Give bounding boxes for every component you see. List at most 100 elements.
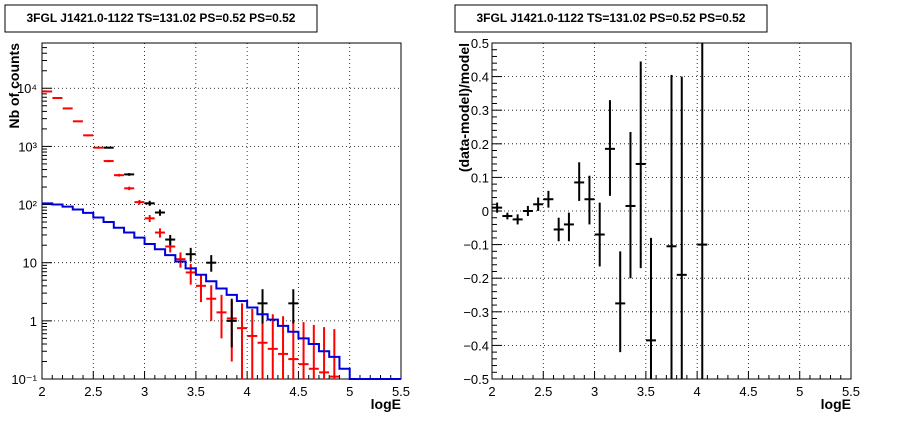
data-point xyxy=(615,251,626,353)
title-box xyxy=(4,4,318,33)
data-point xyxy=(124,186,135,191)
y-axis-label: Nb of counts xyxy=(6,43,22,129)
data-point xyxy=(319,327,330,379)
y-tick-label: 0 xyxy=(482,204,489,219)
y-axis-label: (data-model)/model xyxy=(456,43,472,172)
y-tick-label: −0.5 xyxy=(463,372,489,387)
data-point xyxy=(288,319,299,379)
data-point xyxy=(42,90,53,93)
series-1 xyxy=(103,146,299,348)
x-axis-label: logE xyxy=(821,396,851,412)
data-point xyxy=(103,159,114,163)
data-point xyxy=(329,329,340,379)
data-point xyxy=(154,209,165,216)
x-tick-label: 4 xyxy=(244,384,251,399)
y-tick-label: 10² xyxy=(18,198,37,213)
data-point xyxy=(165,234,176,246)
residuals-panel: 2 2.5 3 3.5 4 4.5 5 5.5 −0.5 −0.4 −0.3 −0.2 −0.1 0 0.1… xyxy=(454,4,860,412)
x-tick-label: 3.5 xyxy=(637,384,655,399)
plot-frame xyxy=(41,42,402,380)
data-point xyxy=(237,303,248,379)
x-tick-label: 2 xyxy=(488,384,495,399)
x-tick-label: 4.5 xyxy=(289,384,307,399)
data-point xyxy=(604,100,615,196)
x-tick-label: 4 xyxy=(694,384,701,399)
y-tick-label: 0.3 xyxy=(471,103,489,118)
data-point xyxy=(522,205,533,217)
y-tick-label: 1 xyxy=(30,314,37,329)
x-tick-label: 2 xyxy=(38,384,45,399)
data-point xyxy=(93,146,104,149)
data-point xyxy=(185,247,196,262)
model-step-line xyxy=(42,202,401,380)
data-point xyxy=(553,217,564,242)
chart-title: 3FGL J1421.0-1122 TS=131.02 PS=0.52 PS=0… xyxy=(477,11,746,25)
data-point xyxy=(144,215,155,223)
x-tick-label: 5 xyxy=(796,384,803,399)
data-point xyxy=(226,298,237,348)
data-point xyxy=(502,212,513,220)
data-point xyxy=(113,173,124,177)
data-point xyxy=(645,237,656,379)
x-tick-label: 5.5 xyxy=(392,384,410,399)
y-tick-label: 10³ xyxy=(18,139,37,154)
data-point xyxy=(288,289,299,324)
data-point xyxy=(625,132,636,279)
y-tick-label: −0.2 xyxy=(463,271,489,286)
y-tick-label: 10⁻¹ xyxy=(11,372,37,387)
x-tick-label: 2.5 xyxy=(534,384,552,399)
x-axis-label: logE xyxy=(371,396,401,412)
x-tick-label: 2.5 xyxy=(84,384,102,399)
data-point xyxy=(247,308,258,379)
data-point xyxy=(52,96,63,99)
data-point xyxy=(563,212,574,242)
series-0 xyxy=(492,43,708,379)
x-tick-label: 4.5 xyxy=(739,384,757,399)
data-point xyxy=(298,322,309,379)
y-tick-label: 0.4 xyxy=(471,70,489,85)
data-point xyxy=(697,43,708,379)
y-tick-label: 0.1 xyxy=(471,170,489,185)
y-tick-label: −0.3 xyxy=(463,305,489,320)
data-point xyxy=(216,294,227,339)
data-point xyxy=(666,74,677,379)
data-point xyxy=(83,134,94,137)
data-point xyxy=(134,199,145,205)
series-2 xyxy=(42,202,401,380)
chart-title: 3FGL J1421.0-1122 TS=131.02 PS=0.52 PS=0… xyxy=(27,11,296,25)
data-point xyxy=(195,274,206,303)
data-point xyxy=(257,289,268,324)
y-tick-label: −0.1 xyxy=(463,238,489,253)
x-tick-label: 5.5 xyxy=(842,384,860,399)
data-point xyxy=(543,190,554,208)
data-point xyxy=(512,214,523,225)
x-tick-label: 3 xyxy=(141,384,148,399)
data-point xyxy=(124,173,135,176)
data-point xyxy=(175,252,186,268)
counts-panel: 2 2.5 3 3.5 4 4.5 5 5.5 10⁻¹ 1 10 10² 10³ 10⁴ logE Nb o… xyxy=(4,4,410,412)
title-box xyxy=(454,4,768,33)
data-point xyxy=(635,61,646,269)
x-tick-label: 5 xyxy=(346,384,353,399)
data-point xyxy=(533,197,544,211)
data-point xyxy=(144,200,155,206)
x-tick-label: 3 xyxy=(591,384,598,399)
data-point xyxy=(574,162,585,201)
y-tick-label: 10⁴ xyxy=(17,81,37,96)
data-point xyxy=(72,120,83,123)
y-tick-label: 10 xyxy=(23,256,37,271)
data-point xyxy=(308,324,319,379)
y-tick-label: 0.2 xyxy=(471,137,489,152)
data-point xyxy=(584,175,595,225)
y-tick-label: 0.5 xyxy=(471,36,489,51)
data-point xyxy=(594,202,605,267)
x-tick-label: 3.5 xyxy=(187,384,205,399)
data-point xyxy=(206,285,217,321)
data-point xyxy=(103,146,114,149)
y-tick-label: −0.4 xyxy=(463,338,489,353)
data-point xyxy=(62,107,73,110)
data-point xyxy=(206,255,217,272)
data-point xyxy=(267,314,278,379)
data-point xyxy=(154,228,165,238)
